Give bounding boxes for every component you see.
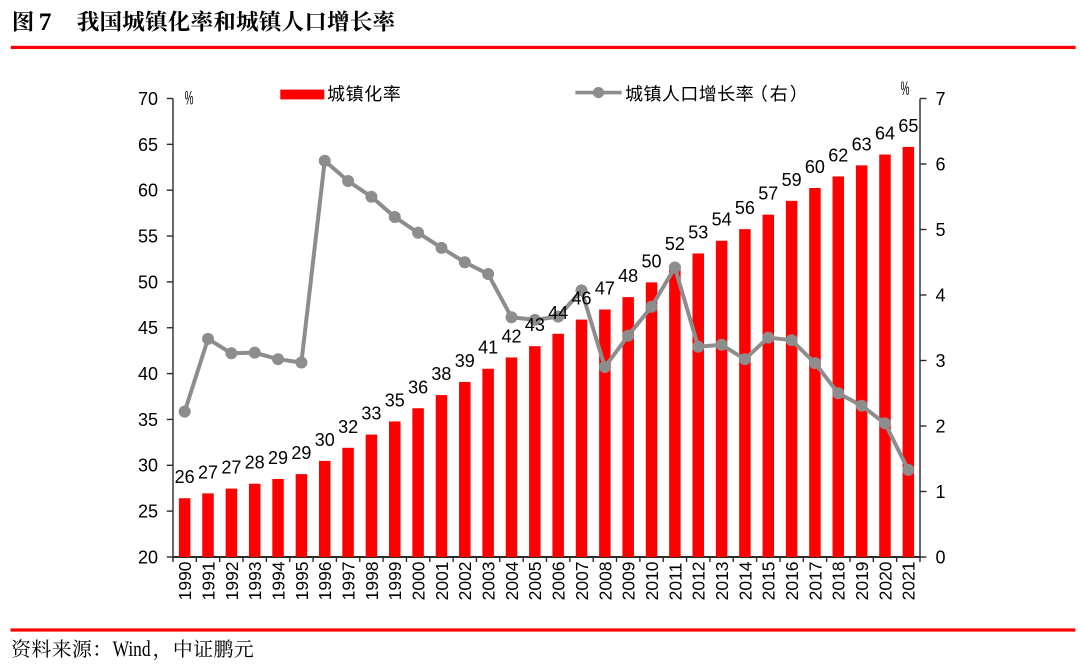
svg-text:30: 30 — [138, 456, 158, 476]
svg-text:46: 46 — [572, 289, 592, 309]
svg-text:1999: 1999 — [385, 561, 405, 600]
svg-text:2015: 2015 — [759, 561, 779, 600]
svg-text:65: 65 — [138, 135, 158, 155]
svg-text:1997: 1997 — [338, 561, 358, 600]
svg-text:28: 28 — [245, 453, 265, 473]
svg-text:35: 35 — [138, 410, 158, 430]
svg-text:1: 1 — [936, 482, 946, 502]
svg-text:48: 48 — [618, 266, 638, 286]
svg-text:64: 64 — [875, 124, 895, 144]
svg-text:70: 70 — [138, 89, 158, 109]
svg-text:47: 47 — [595, 279, 615, 299]
svg-text:36: 36 — [408, 377, 428, 397]
svg-text:1990: 1990 — [175, 561, 195, 600]
svg-text:2008: 2008 — [595, 561, 615, 600]
svg-text:2012: 2012 — [689, 561, 709, 600]
svg-text:59: 59 — [782, 170, 802, 190]
svg-text:43: 43 — [525, 315, 545, 335]
svg-text:2006: 2006 — [549, 561, 569, 600]
svg-text:41: 41 — [478, 338, 498, 358]
svg-text:2000: 2000 — [409, 561, 429, 600]
svg-text:2017: 2017 — [805, 561, 825, 600]
svg-text:1992: 1992 — [222, 561, 242, 600]
svg-text:%: % — [901, 79, 910, 100]
svg-text:40: 40 — [138, 364, 158, 384]
svg-text:26: 26 — [175, 467, 195, 487]
svg-text:7: 7 — [39, 7, 52, 36]
svg-text:2005: 2005 — [525, 561, 545, 600]
svg-text:38: 38 — [431, 364, 451, 384]
svg-text:62: 62 — [828, 145, 848, 165]
svg-text:35: 35 — [385, 390, 405, 410]
svg-text:42: 42 — [501, 326, 521, 346]
svg-text:3: 3 — [936, 351, 946, 371]
svg-text:60: 60 — [138, 181, 158, 201]
svg-text:7: 7 — [936, 89, 946, 109]
svg-text:33: 33 — [361, 404, 381, 424]
svg-text:2009: 2009 — [619, 561, 639, 600]
svg-text:25: 25 — [138, 502, 158, 522]
svg-text:57: 57 — [758, 184, 778, 204]
svg-text:52: 52 — [665, 234, 685, 254]
svg-text:4: 4 — [936, 285, 946, 305]
svg-text:2011: 2011 — [665, 563, 685, 601]
svg-text:2001: 2001 — [432, 561, 452, 600]
svg-text:1996: 1996 — [315, 561, 335, 600]
svg-text:65: 65 — [898, 116, 918, 136]
svg-text:2002: 2002 — [455, 561, 475, 600]
svg-text:Wind: Wind — [113, 636, 151, 661]
svg-text:39: 39 — [455, 351, 475, 371]
svg-text:2004: 2004 — [502, 561, 522, 600]
svg-text:29: 29 — [291, 443, 311, 463]
svg-text:1991: 1991 — [198, 561, 218, 600]
svg-text:2014: 2014 — [735, 561, 755, 600]
svg-text:5: 5 — [936, 220, 946, 240]
svg-text:50: 50 — [138, 272, 158, 292]
svg-text:32: 32 — [338, 417, 358, 437]
svg-text:45: 45 — [138, 318, 158, 338]
svg-text:2003: 2003 — [479, 561, 499, 600]
svg-text:2019: 2019 — [852, 561, 872, 600]
svg-text:27: 27 — [198, 462, 218, 482]
svg-text:50: 50 — [642, 251, 662, 271]
svg-text:20: 20 — [138, 547, 158, 567]
svg-text:2007: 2007 — [572, 561, 592, 600]
svg-text:56: 56 — [735, 198, 755, 218]
svg-text:63: 63 — [852, 134, 872, 154]
svg-text:%: % — [185, 89, 194, 110]
svg-text:60: 60 — [805, 157, 825, 177]
svg-text:2016: 2016 — [782, 561, 802, 600]
svg-text:2010: 2010 — [642, 561, 662, 600]
svg-text:2021: 2021 — [899, 561, 919, 600]
svg-text:1993: 1993 — [245, 561, 265, 600]
svg-text:6: 6 — [936, 154, 946, 174]
svg-text:2013: 2013 — [712, 561, 732, 600]
svg-text:53: 53 — [688, 222, 708, 242]
svg-text:1995: 1995 — [292, 561, 312, 600]
svg-text:29: 29 — [268, 448, 288, 468]
svg-text:55: 55 — [138, 227, 158, 247]
svg-text:2018: 2018 — [829, 561, 849, 600]
svg-text:54: 54 — [712, 210, 732, 230]
svg-text:0: 0 — [936, 547, 946, 567]
svg-text:1994: 1994 — [268, 561, 288, 600]
svg-text:1998: 1998 — [362, 561, 382, 600]
svg-text:2: 2 — [936, 416, 946, 436]
svg-text:30: 30 — [315, 430, 335, 450]
svg-text:2020: 2020 — [875, 561, 895, 600]
svg-text:44: 44 — [548, 303, 568, 323]
svg-text:27: 27 — [221, 458, 241, 478]
